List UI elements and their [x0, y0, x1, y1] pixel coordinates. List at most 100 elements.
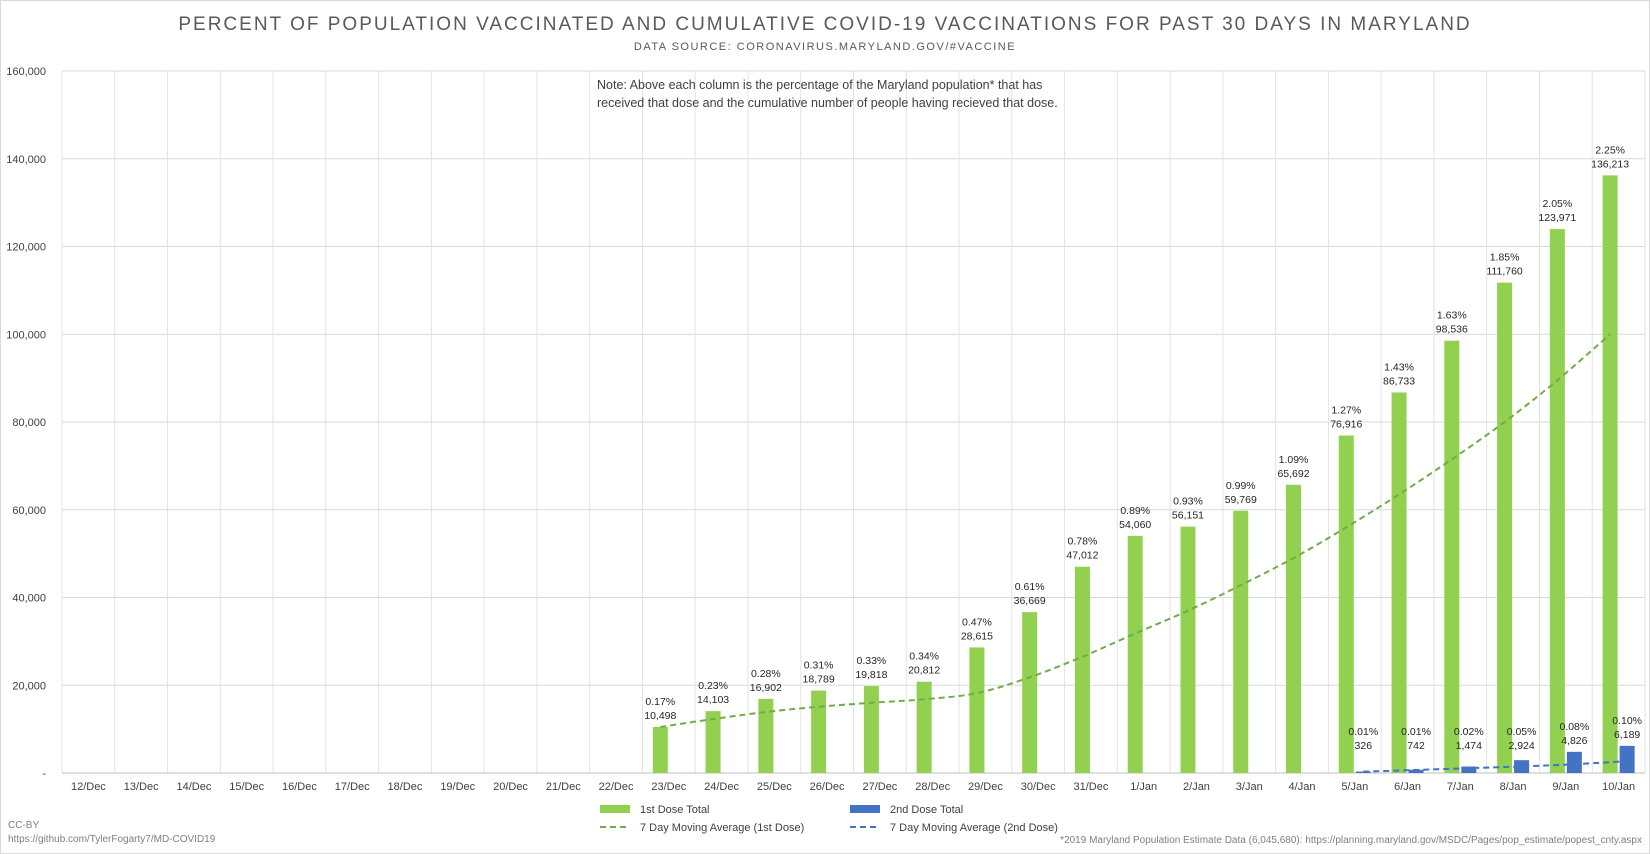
x-tick-label: 22/Dec: [599, 781, 634, 793]
x-tick-label: 26/Dec: [810, 781, 845, 793]
x-tick-label: 30/Dec: [1021, 781, 1056, 793]
value-label-1st-dose: 19,818: [855, 669, 887, 681]
value-label-1st-dose: 10,498: [644, 710, 676, 722]
x-tick-label: 29/Dec: [968, 781, 1003, 793]
bar-1st-dose: [811, 690, 827, 773]
y-tick-label: 120,000: [6, 242, 46, 254]
value-label-1st-dose: 47,012: [1066, 550, 1098, 562]
percent-label-1st-dose: 0.17%: [645, 696, 675, 708]
percent-label-1st-dose: 1.09%: [1279, 454, 1309, 466]
value-label-1st-dose: 59,769: [1225, 494, 1257, 506]
x-tick-label: 18/Dec: [388, 781, 423, 793]
bar-1st-dose: [1497, 282, 1513, 773]
bar-1st-dose: [1074, 566, 1090, 773]
value-label-1st-dose: 14,103: [697, 694, 729, 706]
percent-label-1st-dose: 0.78%: [1068, 536, 1098, 548]
bar-1st-dose: [863, 686, 879, 773]
trendline-2nd-dose: [1363, 760, 1628, 773]
value-label-2nd-dose: 1,474: [1456, 740, 1482, 752]
trendline-1st-dose: [660, 333, 1611, 728]
value-label-1st-dose: 111,760: [1486, 266, 1523, 278]
bar-1st-dose: [1180, 526, 1196, 773]
y-tick-label: -: [42, 768, 46, 780]
y-tick-label: 20,000: [12, 680, 46, 692]
legend-avg-2nd-dose-label: 7 Day Moving Average (2nd Dose): [890, 822, 1058, 834]
percent-label-1st-dose: 0.28%: [751, 668, 781, 680]
bar-1st-dose: [1127, 535, 1143, 773]
y-tick-label: 80,000: [12, 417, 46, 429]
percent-label-1st-dose: 1.27%: [1331, 405, 1361, 417]
bar-1st-dose: [1444, 340, 1460, 773]
note-line-2: received that dose and the cumulative nu…: [597, 96, 1058, 110]
bar-1st-dose: [1286, 484, 1302, 773]
value-label-1st-dose: 28,615: [961, 630, 993, 642]
series-2nd-dose-bars: [1355, 745, 1635, 773]
value-label-1st-dose: 86,733: [1383, 375, 1415, 387]
percent-label-1st-dose: 0.31%: [804, 660, 834, 672]
repo-link[interactable]: https://github.com/TylerFogarty7/MD-COVI…: [8, 834, 216, 845]
data-labels: 0.17% 10,498 0.23% 14,103 0.28% 16,902 0.31% 18…: [644, 144, 1642, 752]
bar-2nd-dose: [1619, 745, 1635, 773]
percent-label-2nd-dose: 0.05%: [1507, 726, 1537, 738]
x-tick-label: 12/Dec: [71, 781, 106, 793]
x-tick-label: 25/Dec: [757, 781, 792, 793]
x-tick-label: 1/Jan: [1130, 781, 1157, 793]
x-tick-label: 4/Jan: [1289, 781, 1316, 793]
x-tick-label: 19/Dec: [440, 781, 475, 793]
bar-1st-dose: [969, 647, 985, 773]
bar-2nd-dose: [1355, 771, 1371, 773]
bar-1st-dose: [916, 681, 932, 773]
bar-1st-dose: [1338, 435, 1354, 773]
bar-2nd-dose: [1461, 766, 1477, 773]
x-tick-label: 21/Dec: [546, 781, 581, 793]
value-label-1st-dose: 56,151: [1172, 510, 1204, 522]
value-label-1st-dose: 136,213: [1591, 158, 1629, 170]
value-label-2nd-dose: 742: [1407, 740, 1425, 752]
chart-title: PERCENT OF POPULATION VACCINATED AND CUM…: [178, 14, 1472, 35]
value-label-1st-dose: 36,669: [1014, 595, 1046, 607]
x-tick-label: 31/Dec: [1074, 781, 1109, 793]
bar-2nd-dose: [1408, 769, 1424, 773]
value-label-2nd-dose: 6,189: [1614, 729, 1640, 741]
percent-label-1st-dose: 0.23%: [698, 680, 728, 692]
legend-avg-1st-dose-label: 7 Day Moving Average (1st Dose): [640, 822, 804, 834]
value-label-2nd-dose: 2,924: [1508, 740, 1534, 752]
trendlines: [660, 333, 1628, 773]
x-tick-label: 28/Dec: [915, 781, 950, 793]
legend-1st-dose-swatch: [600, 805, 630, 813]
value-label-1st-dose: 98,536: [1436, 324, 1468, 336]
percent-label-1st-dose: 0.93%: [1173, 496, 1203, 508]
x-tick-label: 5/Jan: [1341, 781, 1368, 793]
bar-2nd-dose: [1514, 760, 1530, 773]
x-tick-label: 9/Jan: [1552, 781, 1579, 793]
bar-1st-dose: [1391, 392, 1407, 773]
value-label-2nd-dose: 326: [1355, 740, 1373, 752]
x-tick-label: 23/Dec: [651, 781, 686, 793]
legend: 1st Dose Total 2nd Dose Total 7 Day Moving…: [600, 804, 1058, 834]
percent-label-1st-dose: 0.89%: [1120, 505, 1150, 517]
value-label-1st-dose: 16,902: [750, 682, 782, 694]
license-label: CC-BY: [8, 820, 40, 831]
percent-label-2nd-dose: 0.02%: [1454, 726, 1484, 738]
bar-1st-dose: [1233, 510, 1249, 773]
bar-2nd-dose: [1566, 751, 1582, 773]
gridlines: [61, 70, 1646, 774]
population-source-note: *2019 Maryland Population Estimate Data …: [1060, 835, 1642, 846]
y-tick-label: 60,000: [12, 505, 46, 517]
x-tick-label: 2/Jan: [1183, 781, 1210, 793]
x-tick-label: 8/Jan: [1500, 781, 1527, 793]
percent-label-2nd-dose: 0.01%: [1401, 726, 1431, 738]
percent-label-2nd-dose: 0.01%: [1348, 726, 1378, 738]
x-tick-label: 13/Dec: [124, 781, 159, 793]
value-label-1st-dose: 20,812: [908, 665, 940, 677]
legend-2nd-dose-label: 2nd Dose Total: [890, 804, 963, 816]
series-1st-dose-bars: [652, 175, 1618, 773]
x-tick-label: 15/Dec: [229, 781, 264, 793]
x-tick-label: 20/Dec: [493, 781, 528, 793]
percent-label-1st-dose: 2.05%: [1542, 198, 1572, 210]
percent-label-2nd-dose: 0.08%: [1559, 721, 1589, 733]
percent-label-2nd-dose: 0.10%: [1612, 715, 1642, 727]
legend-1st-dose-label: 1st Dose Total: [640, 804, 710, 816]
x-tick-label: 24/Dec: [704, 781, 739, 793]
